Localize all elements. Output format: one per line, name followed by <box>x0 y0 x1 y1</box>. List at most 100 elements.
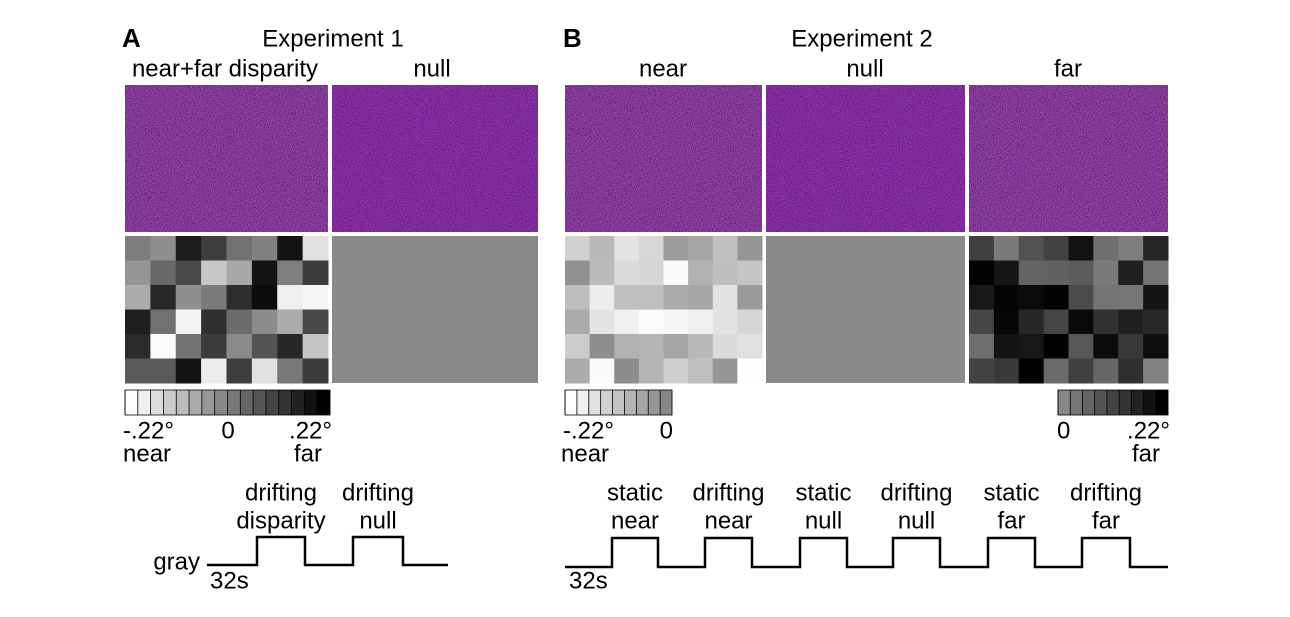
disparity-cell <box>638 334 664 359</box>
disparity-cell <box>1043 334 1069 359</box>
colorbar-frame <box>564 389 673 416</box>
disparity-cell <box>277 285 304 310</box>
disparity-cell <box>688 358 714 384</box>
disparity-cell <box>251 236 278 261</box>
disparity-cell <box>565 260 591 286</box>
disparity-cell <box>201 334 227 359</box>
label: .22° <box>1127 417 1170 444</box>
colorbar-step <box>291 390 305 415</box>
disparity-cell <box>688 236 714 261</box>
label: drifting <box>1070 479 1142 506</box>
disparity-cell <box>1093 260 1119 286</box>
colorbar-step <box>189 390 203 415</box>
disparity-cell <box>737 236 763 261</box>
disparity-cell <box>969 236 995 261</box>
disparity-cell <box>969 285 995 310</box>
disparity-cell <box>175 334 202 359</box>
disparity-cell <box>1018 358 1045 384</box>
disparity-cell <box>712 260 738 286</box>
disparity-cell <box>565 334 591 359</box>
disparity-cell <box>1068 334 1094 359</box>
colorbar-step <box>214 390 228 415</box>
disparity-cell <box>565 285 591 310</box>
colorbar-step <box>278 390 292 415</box>
disparity-cell <box>302 309 329 335</box>
disparity-cell <box>1143 285 1169 310</box>
disparity-cell <box>638 309 664 335</box>
disparity-cell <box>712 358 738 384</box>
label: near <box>704 507 752 534</box>
colorbar-step <box>565 390 578 415</box>
disparity-cell <box>1018 334 1045 359</box>
label: near <box>123 440 171 467</box>
disparity-cell <box>277 260 304 286</box>
disparity-cell <box>1043 358 1069 384</box>
disparity-cell <box>993 260 1020 286</box>
colorbar-step <box>588 390 601 415</box>
label: -.22° <box>123 417 174 444</box>
disparity-cell <box>663 334 689 359</box>
colorbar-step <box>1143 390 1157 415</box>
label: drifting <box>692 479 764 506</box>
colorbar-step <box>660 390 673 415</box>
random-dot-stimulus <box>565 85 762 232</box>
colorbar-frame <box>124 389 331 416</box>
disparity-cell <box>614 334 640 359</box>
disparity-cell <box>688 285 714 310</box>
disparity-cell <box>614 285 640 310</box>
disparity-cell <box>150 285 177 310</box>
timeline <box>207 535 448 567</box>
colorbar-step <box>1119 390 1132 415</box>
disparity-cell <box>969 260 995 286</box>
disparity-cell <box>638 358 664 384</box>
label: Experiment 1 <box>262 25 403 52</box>
disparity-cell <box>1093 309 1119 335</box>
label: near <box>611 507 659 534</box>
disparity-cell <box>1043 260 1069 286</box>
disparity-cell <box>969 334 995 359</box>
disparity-cell <box>688 334 714 359</box>
disparity-cell <box>125 358 151 384</box>
disparity-cell <box>1143 309 1169 335</box>
disparity-cell <box>737 309 763 335</box>
disparity-cell <box>1143 260 1169 286</box>
disparity-cell <box>150 334 177 359</box>
label: far <box>1054 55 1082 82</box>
colorbar-step <box>317 390 331 415</box>
colorbar-step <box>1094 390 1108 415</box>
colorbar-step <box>150 390 164 415</box>
label: null <box>413 55 450 82</box>
disparity-cell <box>638 285 664 310</box>
colorbar-step <box>1106 390 1120 415</box>
random-dot-stimulus <box>969 85 1168 232</box>
disparity-cell <box>638 236 664 261</box>
disparity-cell <box>663 285 689 310</box>
colorbar-step <box>1155 390 1169 415</box>
label: Experiment 2 <box>791 25 932 52</box>
disparity-cell <box>201 236 227 261</box>
colorbar-step <box>240 390 254 415</box>
disparity-cell <box>712 334 738 359</box>
disparity-cell <box>1068 358 1094 384</box>
colorbar-step <box>176 390 190 415</box>
label: 0 <box>1057 417 1070 444</box>
disparity-cell <box>201 285 227 310</box>
disparity-cell <box>226 285 253 310</box>
label: far <box>997 507 1025 534</box>
label: drifting <box>880 479 952 506</box>
label: -.22° <box>563 417 614 444</box>
random-dot-stimulus <box>766 85 965 232</box>
disparity-cell <box>565 309 591 335</box>
disparity-cell <box>737 285 763 310</box>
colorbar-step <box>265 390 280 415</box>
disparity-cell <box>1068 260 1094 286</box>
disparity-cell <box>1118 358 1144 384</box>
disparity-cell <box>993 334 1020 359</box>
colorbar-step <box>1131 390 1144 415</box>
label: 32s <box>569 567 608 594</box>
label: 0 <box>221 417 234 444</box>
disparity-cell <box>251 285 278 310</box>
disparity-cell <box>302 236 329 261</box>
disparity-cell <box>969 309 995 335</box>
